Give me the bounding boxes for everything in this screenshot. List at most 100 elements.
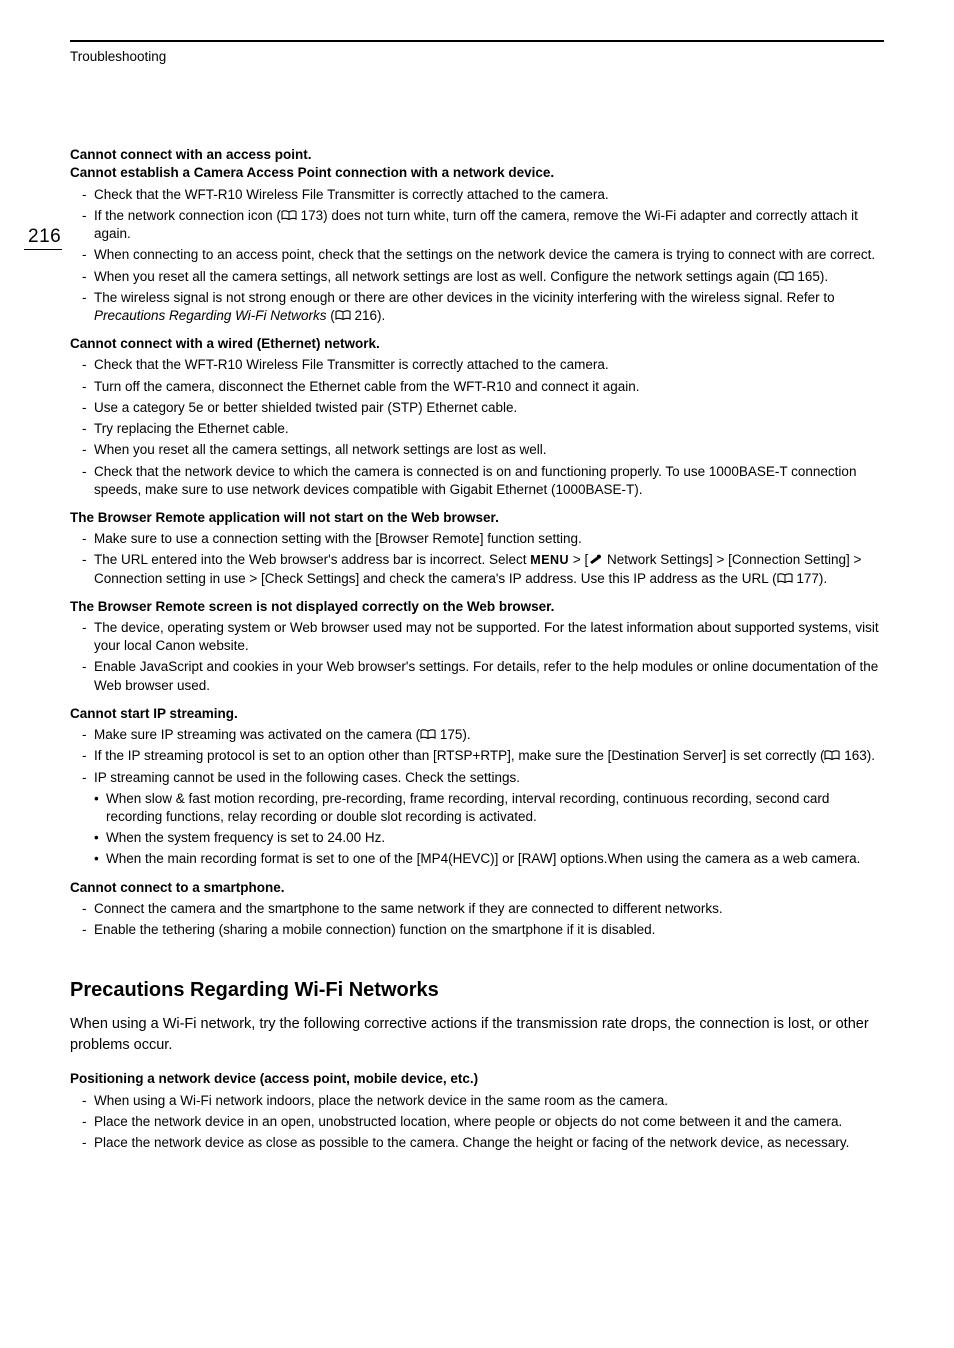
bullet-text: When the main recording format is set to…: [106, 850, 884, 868]
dash-marker: -: [82, 747, 94, 765]
dash-marker: -: [82, 1092, 94, 1110]
list-item-text: Place the network device as close as pos…: [94, 1134, 884, 1152]
list-item: -Check that the WFT-R10 Wireless File Tr…: [70, 356, 884, 374]
dash-marker: -: [82, 1113, 94, 1131]
list-item: -Enable the tethering (sharing a mobile …: [70, 921, 884, 939]
list-item: -When you reset all the camera settings,…: [70, 441, 884, 459]
bullet-text: When the system frequency is set to 24.0…: [106, 829, 884, 847]
page-ref-icon: [824, 750, 840, 761]
troubleshooting-topic: Cannot connect with a wired (Ethernet) n…: [70, 335, 884, 499]
troubleshooting-topic: The Browser Remote screen is not display…: [70, 598, 884, 695]
dash-marker: -: [82, 530, 94, 548]
troubleshooting-topic: Cannot start IP streaming. -Make sure IP …: [70, 705, 884, 869]
list-item: -Enable JavaScript and cookies in your W…: [70, 658, 884, 694]
topic-title: Cannot connect to a smartphone.: [70, 879, 884, 897]
topic-title: The Browser Remote screen is not display…: [70, 598, 884, 616]
bullet-item: •When the system frequency is set to 24.…: [94, 829, 884, 847]
list-item: -The URL entered into the Web browser's …: [70, 551, 884, 587]
topic-title: Cannot connect with a wired (Ethernet) n…: [70, 335, 884, 353]
list-item: -If the IP streaming protocol is set to …: [70, 747, 884, 765]
list-item-text: Check that the WFT-R10 Wireless File Tra…: [94, 186, 884, 204]
list-item: -Connect the camera and the smartphone t…: [70, 900, 884, 918]
list-item-text: Turn off the camera, disconnect the Ethe…: [94, 378, 884, 396]
bullet-marker: •: [94, 829, 106, 847]
page-ref-icon: [281, 210, 297, 221]
precautions-subtitle: Positioning a network device (access poi…: [70, 1070, 884, 1088]
list-item: -The wireless signal is not strong enoug…: [70, 289, 884, 325]
dash-marker: -: [82, 921, 94, 939]
bullet-marker: •: [94, 850, 106, 868]
list-item-text: When using a Wi-Fi network indoors, plac…: [94, 1092, 884, 1110]
precautions-intro: When using a Wi-Fi network, try the foll…: [70, 1014, 884, 1056]
list-item: -Place the network device in an open, un…: [70, 1113, 884, 1131]
dash-marker: -: [82, 186, 94, 204]
dash-list: -Check that the WFT-R10 Wireless File Tr…: [70, 356, 884, 499]
dash-marker: -: [82, 246, 94, 264]
dash-marker: -: [82, 769, 94, 787]
dash-list: -The device, operating system or Web bro…: [70, 619, 884, 695]
dash-marker: -: [82, 420, 94, 438]
list-item-text: The URL entered into the Web browser's a…: [94, 551, 884, 587]
list-item-text: When connecting to an access point, chec…: [94, 246, 884, 264]
bullet-item: •When slow & fast motion recording, pre-…: [94, 790, 884, 826]
list-item: -Check that the network device to which …: [70, 463, 884, 499]
list-item-text: The device, operating system or Web brow…: [94, 619, 884, 655]
dash-marker: -: [82, 441, 94, 459]
network-settings-icon: [588, 553, 603, 565]
page-number: 216: [28, 224, 61, 250]
list-item: -Place the network device as close as po…: [70, 1134, 884, 1152]
dash-marker: -: [82, 1134, 94, 1152]
list-item-text: Enable the tethering (sharing a mobile c…: [94, 921, 884, 939]
list-item: -When you reset all the camera settings,…: [70, 268, 884, 286]
list-item-text: Enable JavaScript and cookies in your We…: [94, 658, 884, 694]
list-item: -When using a Wi-Fi network indoors, pla…: [70, 1092, 884, 1110]
topic-title: The Browser Remote application will not …: [70, 509, 884, 527]
page-ref-icon: [777, 573, 793, 584]
list-item-text: Place the network device in an open, uno…: [94, 1113, 884, 1131]
dash-marker: -: [82, 268, 94, 286]
list-item-text: Try replacing the Ethernet cable.: [94, 420, 884, 438]
dash-marker: -: [82, 289, 94, 325]
dash-marker: -: [82, 551, 94, 587]
dash-marker: -: [82, 399, 94, 417]
topic-title: Cannot establish a Camera Access Point c…: [70, 164, 884, 182]
troubleshooting-topic: The Browser Remote application will not …: [70, 509, 884, 588]
list-item: -When connecting to an access point, che…: [70, 246, 884, 264]
list-item-text: The wireless signal is not strong enough…: [94, 289, 884, 325]
precautions-heading: Precautions Regarding Wi-Fi Networks: [70, 977, 884, 1004]
list-item-text: If the network connection icon ( 173) do…: [94, 207, 884, 243]
list-item: -Use a category 5e or better shielded tw…: [70, 399, 884, 417]
bullet-text: When slow & fast motion recording, pre-r…: [106, 790, 884, 826]
list-item: -Make sure IP streaming was activated on…: [70, 726, 884, 744]
troubleshooting-topic: Cannot connect with an access point.Cann…: [70, 146, 884, 325]
list-item: -Make sure to use a connection setting w…: [70, 530, 884, 548]
topic-title: Cannot start IP streaming.: [70, 705, 884, 723]
dash-marker: -: [82, 207, 94, 243]
topic-title: Cannot connect with an access point.: [70, 146, 884, 164]
page-ref-icon: [420, 729, 436, 740]
troubleshooting-topic: Cannot connect to a smartphone. -Connect …: [70, 879, 884, 940]
page-ref-icon: [778, 271, 794, 282]
list-item: -Check that the WFT-R10 Wireless File Tr…: [70, 186, 884, 204]
bullet-item: •When the main recording format is set t…: [94, 850, 884, 868]
list-item-text: Connect the camera and the smartphone to…: [94, 900, 884, 918]
precautions-topic: Positioning a network device (access poi…: [70, 1070, 884, 1152]
bullet-marker: •: [94, 790, 106, 826]
dash-marker: -: [82, 378, 94, 396]
list-item: -IP streaming cannot be used in the foll…: [70, 769, 884, 787]
page-number-underline: [24, 249, 62, 250]
list-item-text: When you reset all the camera settings, …: [94, 441, 884, 459]
list-item-text: If the IP streaming protocol is set to a…: [94, 747, 884, 765]
list-item-text: When you reset all the camera settings, …: [94, 268, 884, 286]
list-item: -The device, operating system or Web bro…: [70, 619, 884, 655]
list-item-text: Check that the network device to which t…: [94, 463, 884, 499]
list-item: -Try replacing the Ethernet cable.: [70, 420, 884, 438]
dash-marker: -: [82, 658, 94, 694]
dash-marker: -: [82, 463, 94, 499]
header-section-label: Troubleshooting: [70, 48, 884, 66]
list-item-text: Use a category 5e or better shielded twi…: [94, 399, 884, 417]
dash-list: -Make sure IP streaming was activated on…: [70, 726, 884, 869]
dash-marker: -: [82, 900, 94, 918]
list-item-text: Check that the WFT-R10 Wireless File Tra…: [94, 356, 884, 374]
dash-list: -Make sure to use a connection setting w…: [70, 530, 884, 588]
